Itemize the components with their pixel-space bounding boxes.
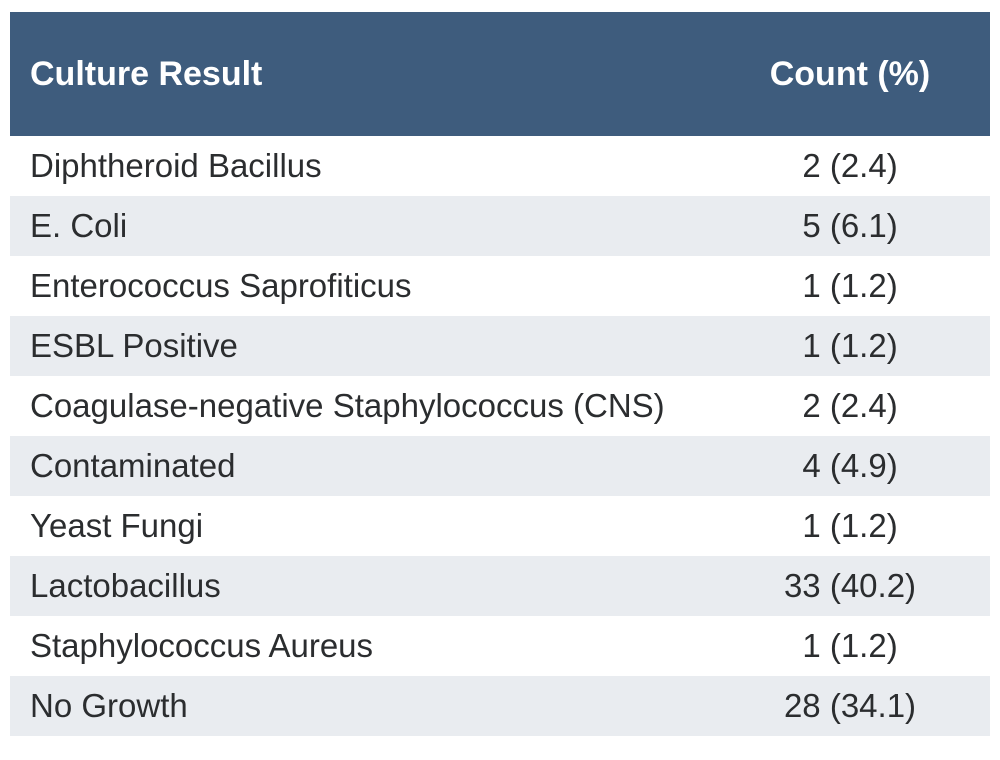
- table-row: Coagulase-negative Staphylococcus (CNS) …: [10, 376, 990, 436]
- table-row: Lactobacillus 33 (40.2): [10, 556, 990, 616]
- count-cell: 1 (1.2): [802, 627, 898, 664]
- culture-results-table: Culture Result Count (%) Diphtheroid Bac…: [10, 12, 990, 736]
- culture-result-cell: Diphtheroid Bacillus: [30, 147, 322, 184]
- culture-result-cell: No Growth: [30, 687, 188, 724]
- culture-result-cell: Lactobacillus: [30, 567, 221, 604]
- count-cell: 28 (34.1): [783, 687, 917, 724]
- count-cell: 2 (2.4): [802, 387, 898, 424]
- table-row: Diphtheroid Bacillus 2 (2.4): [10, 136, 990, 196]
- count-cell: 5 (6.1): [802, 207, 898, 244]
- table-row: Yeast Fungi 1 (1.2): [10, 496, 990, 556]
- culture-result-column-header: Culture Result: [10, 12, 710, 136]
- culture-result-cell: Yeast Fungi: [30, 507, 204, 544]
- culture-result-cell: Contaminated: [30, 447, 236, 484]
- count-cell: 2 (2.4): [802, 147, 898, 184]
- table-row: ESBL Positive 1 (1.2): [10, 316, 990, 376]
- table-body: Diphtheroid Bacillus 2 (2.4) E. Coli 5 (…: [10, 136, 990, 736]
- count-cell: 1 (1.2): [802, 267, 898, 304]
- count-cell: 1 (1.2): [802, 507, 898, 544]
- table-row: Enterococcus Saprofiticus 1 (1.2): [10, 256, 990, 316]
- culture-result-cell: Staphylococcus Aureus: [30, 627, 374, 664]
- culture-result-cell: ESBL Positive: [30, 327, 238, 364]
- table-header: Culture Result Count (%): [10, 12, 990, 136]
- count-cell: 33 (40.2): [783, 567, 917, 604]
- culture-results-table-container: Culture Result Count (%) Diphtheroid Bac…: [10, 12, 990, 736]
- table-row: No Growth 28 (34.1): [10, 676, 990, 736]
- culture-result-cell: E. Coli: [30, 207, 128, 244]
- count-cell: 1 (1.2): [802, 327, 898, 364]
- culture-result-cell: Coagulase-negative Staphylococcus (CNS): [30, 387, 665, 424]
- table-row: Staphylococcus Aureus 1 (1.2): [10, 616, 990, 676]
- culture-result-cell: Enterococcus Saprofiticus: [30, 267, 412, 304]
- count-cell: 4 (4.9): [802, 447, 898, 484]
- table-row: Contaminated 4 (4.9): [10, 436, 990, 496]
- table-row: E. Coli 5 (6.1): [10, 196, 990, 256]
- header-row: Culture Result Count (%): [10, 12, 990, 136]
- count-column-header: Count (%): [710, 12, 990, 136]
